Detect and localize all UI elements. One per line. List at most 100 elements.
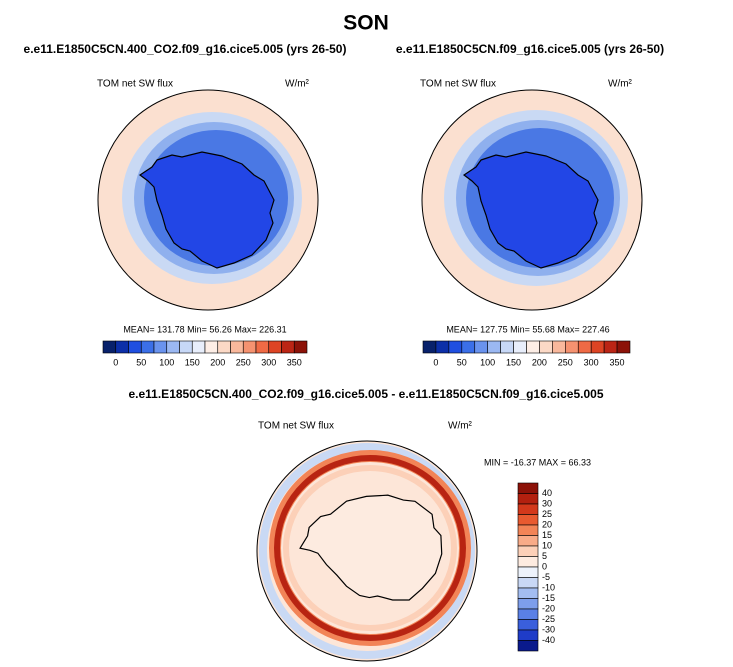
colorbar-box: [204, 340, 219, 354]
variable-label: TOM net SW flux: [97, 79, 173, 90]
colorbar-box: [517, 503, 539, 515]
stats-label: MEAN= 127.75 Min= 55.68 Max= 227.46: [446, 324, 609, 334]
colorbar-box: [517, 482, 539, 494]
colorbar-label: 50: [136, 357, 146, 367]
colorbar-box: [517, 524, 539, 536]
units-label: W/m²: [608, 79, 633, 90]
variable-label: TOM net SW flux: [420, 79, 496, 90]
panel-title: e.e11.E1850C5CN.400_CO2.f09_g16.cice5.00…: [128, 387, 603, 401]
colorbar-box: [179, 340, 193, 354]
colorbar-box: [166, 340, 180, 354]
colorbar-box: [448, 340, 463, 354]
stats-label: MEAN= 131.78 Min= 56.26 Max= 226.31: [123, 324, 286, 334]
colorbar-box: [242, 340, 257, 354]
colorbar-label: 300: [261, 357, 276, 367]
colorbar-label: 350: [287, 357, 302, 367]
colorbar-label: 10: [542, 540, 552, 550]
figure-title: SON: [343, 12, 389, 35]
colorbar-box: [517, 577, 539, 589]
colorbar-box: [603, 340, 618, 354]
stats-label: MIN = -16.37 MAX = 66.33: [484, 457, 591, 467]
colorbar-label: 40: [542, 488, 552, 498]
colorbar-label: 350: [610, 357, 625, 367]
colorbar-box: [552, 340, 566, 354]
colorbar-label: 250: [236, 357, 251, 367]
colorbar-box: [517, 598, 539, 610]
map-field: [259, 443, 475, 659]
map-field: [274, 455, 466, 641]
colorbar-box: [517, 608, 539, 620]
colorbar-box: [517, 535, 539, 547]
colorbar-label: 300: [584, 357, 599, 367]
colorbar-label: 15: [542, 530, 552, 540]
colorbar-box: [616, 340, 631, 354]
polar-map: [98, 90, 318, 310]
colorbar-box: [268, 340, 282, 354]
colorbar-box: [517, 493, 539, 505]
map-border: [421, 89, 643, 311]
colorbar-label: 200: [532, 357, 547, 367]
colorbar-box: [217, 340, 231, 354]
colorbar-label: -40: [542, 635, 555, 645]
colorbar-box: [255, 340, 270, 354]
variable-label: TOM net SW flux: [258, 421, 334, 432]
panel-title: e.e11.E1850C5CN.f09_g16.cice5.005 (yrs 2…: [396, 42, 664, 56]
colorbar-box: [565, 340, 579, 354]
colorbar-label: 30: [542, 498, 552, 508]
colorbar-box: [422, 340, 437, 354]
colorbar-box: [526, 340, 540, 354]
colorbar-label: 150: [185, 357, 200, 367]
colorbar-label: 50: [457, 357, 467, 367]
colorbar-label: 5: [542, 551, 547, 561]
colorbar-label: -5: [542, 572, 550, 582]
colorbar-box: [517, 629, 539, 641]
colorbar-label: 0: [433, 357, 438, 367]
units-label: W/m²: [285, 79, 310, 90]
panel-title: e.e11.E1850C5CN.400_CO2.f09_g16.cice5.00…: [24, 42, 347, 56]
colorbar-label: 100: [480, 357, 495, 367]
polar-map: [257, 441, 477, 661]
colorbar-box: [281, 340, 295, 354]
colorbar-box: [517, 545, 539, 557]
colorbar-label: -30: [542, 624, 555, 634]
colorbar-box: [461, 340, 476, 354]
colorbar-label: -25: [542, 614, 555, 624]
colorbar-box: [517, 640, 539, 652]
colorbar-box: [191, 340, 206, 354]
colorbar-box: [517, 619, 539, 631]
colorbar-box: [577, 340, 592, 354]
colorbar-label: 20: [542, 519, 552, 529]
units-label: W/m²: [448, 421, 473, 432]
map-field: [283, 465, 457, 631]
colorbar-box: [128, 340, 142, 354]
map-border: [256, 440, 478, 662]
colorbar-box: [102, 340, 117, 354]
colorbar-box: [487, 340, 501, 354]
colorbar-label: -20: [542, 603, 555, 613]
colorbar-box: [230, 340, 244, 354]
colorbar-box: [517, 556, 539, 568]
colorbar-box: [513, 340, 527, 354]
colorbar-label: 0: [542, 561, 547, 571]
colorbar-box: [293, 340, 308, 354]
colorbar-label: 100: [159, 357, 174, 367]
colorbar-label: 250: [558, 357, 573, 367]
colorbar-label: 150: [506, 357, 521, 367]
colorbar-box: [140, 340, 155, 354]
colorbar-label: 0: [113, 357, 118, 367]
colorbar-label: -10: [542, 582, 555, 592]
colorbar-label: 25: [542, 509, 552, 519]
colorbar-box: [517, 566, 539, 578]
colorbar-label: -15: [542, 593, 555, 603]
colorbar-box: [590, 340, 605, 354]
colorbar-label: 200: [210, 357, 225, 367]
colorbar-box: [539, 340, 553, 354]
colorbar-box: [435, 340, 450, 354]
colorbar-box: [115, 340, 129, 354]
colorbar-box: [474, 340, 488, 354]
map-border: [97, 89, 319, 311]
polar-map: [422, 90, 642, 310]
colorbar-box: [153, 340, 168, 354]
